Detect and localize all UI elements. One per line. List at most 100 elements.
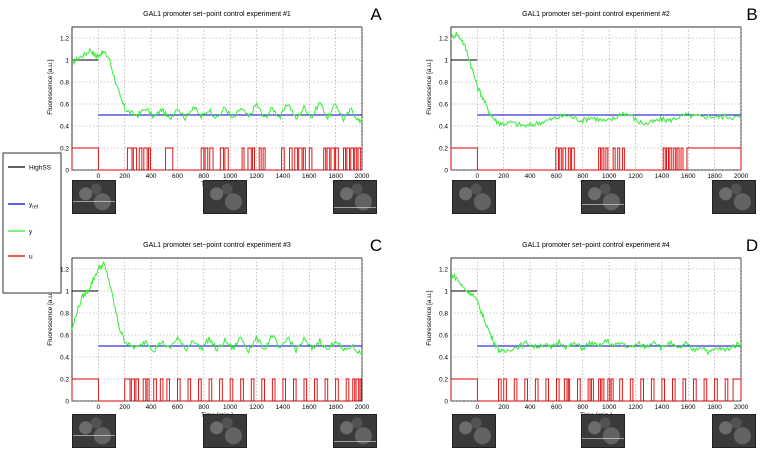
y-tick-label: 0.2	[60, 376, 69, 383]
panel-letter: A	[370, 5, 382, 24]
x-tick-label: 1200	[249, 404, 264, 411]
x-tick-label: 2000	[734, 404, 749, 411]
x-tick-label: 1600	[681, 173, 696, 180]
x-tick-label: 1600	[681, 404, 696, 411]
x-tick-label: 2000	[355, 404, 370, 411]
x-tick-label: 1600	[302, 173, 317, 180]
x-tick-label: 1000	[602, 173, 617, 180]
x-tick-label: 800	[577, 404, 588, 411]
plot-area	[71, 26, 363, 171]
x-tick-label: 400	[146, 404, 157, 411]
panel-letter: D	[746, 236, 758, 255]
microscopy-thumbnail	[203, 414, 247, 448]
x-tick-label: 1800	[328, 404, 343, 411]
y-axis-label: Fluorescence [a.u.]	[426, 290, 433, 345]
x-tick-label: 600	[172, 404, 183, 411]
x-tick-label: 1600	[302, 404, 317, 411]
x-tick-label: 200	[498, 173, 509, 180]
panel-c: 0 200 400 600 800 1000 1200 1400 1600 1800 2000 0 0.…	[47, 236, 382, 419]
y-axis-label: Fluorescence [a.u.]	[426, 59, 433, 114]
y-tick-label: 0.6	[439, 101, 448, 108]
y-tick-label: 0.8	[439, 79, 448, 86]
y-tick-label: 0	[65, 398, 69, 405]
x-tick-label: 1200	[628, 404, 643, 411]
x-tick-label: 0	[97, 173, 101, 180]
panel-d: 0 200 400 600 800 1000 1200 1400 1600 1800 2000 0 0.…	[426, 236, 758, 419]
microscopy-thumbnail	[333, 180, 377, 214]
x-tick-label: 1400	[655, 173, 670, 180]
y-tick-label: 0.8	[439, 310, 448, 317]
legend-box	[2, 152, 62, 294]
series-y-line	[450, 31, 742, 129]
y-tick-label: 0	[444, 167, 448, 174]
x-tick-label: 600	[172, 173, 183, 180]
x-tick-label: 1400	[655, 404, 670, 411]
y-tick-label: 0.6	[60, 101, 69, 108]
microscopy-thumbnail	[452, 414, 496, 448]
x-tick-label: 600	[551, 404, 562, 411]
series-y-line	[450, 272, 742, 356]
series-u-line	[450, 378, 742, 402]
x-tick-label: 800	[577, 173, 588, 180]
y-tick-label: 0.2	[439, 376, 448, 383]
series-y-line	[71, 47, 363, 124]
chart-title: GAL1 promoter set−point control experime…	[143, 11, 291, 18]
y-tick-label: 0.2	[439, 145, 448, 152]
microscopy-thumbnail	[452, 180, 496, 214]
y-axis-label: Fluorescence [a.u.]	[47, 290, 54, 345]
legend-label: yref	[29, 201, 39, 210]
x-tick-label: 200	[119, 173, 130, 180]
x-tick-label: 400	[146, 173, 157, 180]
series-y-line	[71, 260, 363, 357]
x-tick-label: 0	[97, 404, 101, 411]
microscopy-thumbnail	[581, 180, 625, 214]
y-axis-label: Fluorescence [a.u.]	[47, 59, 54, 114]
y-tick-label: 0.6	[439, 332, 448, 339]
microscopy-thumbnail	[203, 180, 247, 214]
y-tick-label: 0	[65, 167, 69, 174]
x-tick-label: 400	[525, 173, 536, 180]
x-tick-label: 2000	[355, 173, 370, 180]
x-tick-label: 1800	[707, 173, 722, 180]
y-tick-label: 1	[65, 288, 69, 295]
series-u-line	[450, 147, 742, 171]
panel-letter: B	[746, 5, 757, 24]
x-tick-label: 1800	[328, 173, 343, 180]
x-tick-label: 1800	[707, 404, 722, 411]
y-tick-label: 0.4	[439, 123, 448, 130]
y-tick-label: 0.4	[60, 354, 69, 361]
series-u-line	[71, 147, 362, 171]
microscopy-thumbnail	[712, 180, 756, 214]
y-tick-label: 1	[65, 57, 69, 64]
y-tick-label: 0.4	[60, 123, 69, 130]
microscopy-thumbnail	[333, 414, 377, 448]
y-tick-label: 1.2	[439, 35, 448, 42]
x-tick-label: 1000	[223, 404, 238, 411]
x-tick-label: 2000	[734, 173, 749, 180]
plot-area	[71, 257, 363, 402]
y-tick-label: 0.4	[439, 354, 448, 361]
plot-area	[450, 257, 742, 402]
legend-label: HighSS	[29, 164, 52, 171]
chart-title: GAL1 promoter set−point control experime…	[522, 242, 670, 249]
microscopy-thumbnail	[712, 414, 756, 448]
chart-title: GAL1 promoter set−point control experime…	[522, 11, 670, 18]
x-tick-label: 400	[525, 404, 536, 411]
y-tick-label: 0	[444, 398, 448, 405]
legend-label: u	[29, 253, 33, 260]
x-tick-label: 1400	[276, 173, 291, 180]
series-u-line	[71, 378, 362, 402]
x-tick-label: 0	[476, 404, 480, 411]
panel-letter: C	[370, 236, 382, 255]
x-tick-label: 1200	[628, 173, 643, 180]
plot-area	[450, 26, 742, 171]
y-tick-label: 1.2	[60, 266, 69, 273]
x-tick-label: 1000	[602, 404, 617, 411]
legend-label: y	[29, 228, 33, 235]
x-tick-label: 0	[476, 173, 480, 180]
y-tick-label: 0.6	[60, 332, 69, 339]
x-tick-label: 800	[198, 173, 209, 180]
x-tick-label: 1200	[249, 173, 264, 180]
legend: HighSS yref y u	[2, 152, 62, 294]
